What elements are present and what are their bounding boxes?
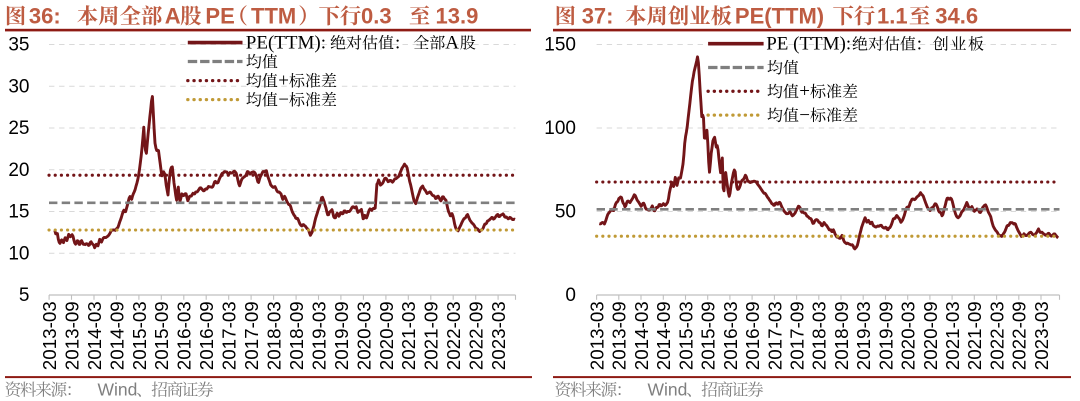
svg-text:35: 35: [8, 35, 29, 56]
svg-text:Wind: Wind: [648, 380, 688, 400]
svg-text::: :: [395, 32, 400, 53]
svg-text:A: A: [445, 32, 459, 53]
svg-text:A: A: [165, 4, 181, 29]
svg-text:1.1: 1.1: [877, 4, 908, 29]
svg-text:PE (TTM):: PE (TTM):: [766, 34, 851, 55]
svg-text:34.6: 34.6: [935, 4, 978, 29]
svg-text:2013-03: 2013-03: [39, 301, 60, 370]
svg-text:2020-09: 2020-09: [920, 301, 941, 370]
svg-text:PE: PE: [205, 4, 234, 29]
svg-text:2022-03: 2022-03: [443, 301, 464, 370]
svg-text:13.9: 13.9: [436, 4, 479, 29]
svg-text:2020-03: 2020-03: [898, 301, 919, 370]
svg-text:36:: 36:: [29, 4, 61, 29]
svg-text:2013-03: 2013-03: [587, 301, 608, 370]
svg-text:PE(TTM): PE(TTM): [735, 4, 824, 29]
svg-text:37:: 37:: [582, 4, 614, 29]
svg-text:2018-09: 2018-09: [286, 301, 307, 370]
svg-text:2018-03: 2018-03: [264, 301, 285, 370]
svg-text:2014-09: 2014-09: [106, 301, 127, 370]
svg-text:−: −: [278, 89, 289, 110]
svg-text:2020-03: 2020-03: [353, 301, 374, 370]
svg-text:PE(TTM):: PE(TTM):: [246, 32, 326, 53]
svg-text:2019-03: 2019-03: [308, 301, 329, 370]
svg-text:2014-03: 2014-03: [84, 301, 105, 370]
svg-text:2023-03: 2023-03: [488, 301, 509, 370]
svg-text:2015-03: 2015-03: [129, 301, 150, 370]
svg-text:2016-09: 2016-09: [742, 301, 763, 370]
svg-text:2019-09: 2019-09: [875, 301, 896, 370]
svg-text:2017-03: 2017-03: [764, 301, 785, 370]
svg-text:Wind: Wind: [98, 380, 138, 400]
svg-text:2013-09: 2013-09: [609, 301, 630, 370]
svg-text:2019-03: 2019-03: [853, 301, 874, 370]
svg-text:25: 25: [8, 118, 29, 139]
svg-text:2021-09: 2021-09: [421, 301, 442, 370]
svg-text:2021-03: 2021-03: [942, 301, 963, 370]
svg-text:30: 30: [8, 76, 29, 97]
svg-text:2014-09: 2014-09: [653, 301, 674, 370]
svg-text:2022-09: 2022-09: [466, 301, 487, 370]
svg-text::: :: [917, 34, 922, 55]
svg-text:10: 10: [8, 243, 29, 264]
svg-text:2016-03: 2016-03: [720, 301, 741, 370]
svg-text:50: 50: [555, 202, 576, 223]
svg-text:2015-03: 2015-03: [675, 301, 696, 370]
svg-text:15: 15: [8, 202, 29, 223]
svg-text:2022-03: 2022-03: [987, 301, 1008, 370]
svg-text:2017-09: 2017-09: [787, 301, 808, 370]
svg-text:5: 5: [19, 285, 30, 306]
svg-text:2016-03: 2016-03: [174, 301, 195, 370]
svg-text:+: +: [799, 81, 810, 102]
svg-text:2017-09: 2017-09: [241, 301, 262, 370]
svg-text:2022-09: 2022-09: [1009, 301, 1030, 370]
svg-text:2018-09: 2018-09: [831, 301, 852, 370]
svg-text:TTM: TTM: [251, 4, 296, 29]
svg-text:0: 0: [565, 285, 576, 306]
svg-text:2015-09: 2015-09: [698, 301, 719, 370]
svg-text:2016-09: 2016-09: [196, 301, 217, 370]
svg-text:20: 20: [8, 160, 29, 181]
svg-text:100: 100: [544, 118, 576, 139]
svg-text:2013-09: 2013-09: [62, 301, 83, 370]
svg-text:2015-09: 2015-09: [151, 301, 172, 370]
svg-text:2017-03: 2017-03: [219, 301, 240, 370]
svg-text:2019-09: 2019-09: [331, 301, 352, 370]
svg-text:2021-09: 2021-09: [964, 301, 985, 370]
svg-text:2018-03: 2018-03: [809, 301, 830, 370]
svg-text:−: −: [799, 105, 810, 126]
svg-text:2014-03: 2014-03: [631, 301, 652, 370]
svg-text:2021-03: 2021-03: [398, 301, 419, 370]
svg-text:2023-03: 2023-03: [1031, 301, 1052, 370]
svg-text:150: 150: [544, 35, 576, 56]
svg-text:0.3: 0.3: [361, 4, 392, 29]
svg-text:+: +: [278, 70, 289, 91]
svg-text:2020-09: 2020-09: [376, 301, 397, 370]
